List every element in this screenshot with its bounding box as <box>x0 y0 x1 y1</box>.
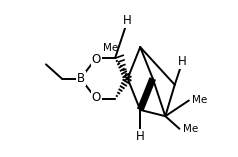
Text: H: H <box>136 130 144 143</box>
Text: H: H <box>178 55 187 68</box>
Text: O: O <box>92 53 101 66</box>
Text: Me: Me <box>103 43 118 53</box>
Text: H: H <box>123 14 132 27</box>
Text: Me: Me <box>192 95 207 106</box>
Text: Me: Me <box>183 124 198 134</box>
Text: B: B <box>76 72 84 85</box>
Text: O: O <box>92 91 101 104</box>
